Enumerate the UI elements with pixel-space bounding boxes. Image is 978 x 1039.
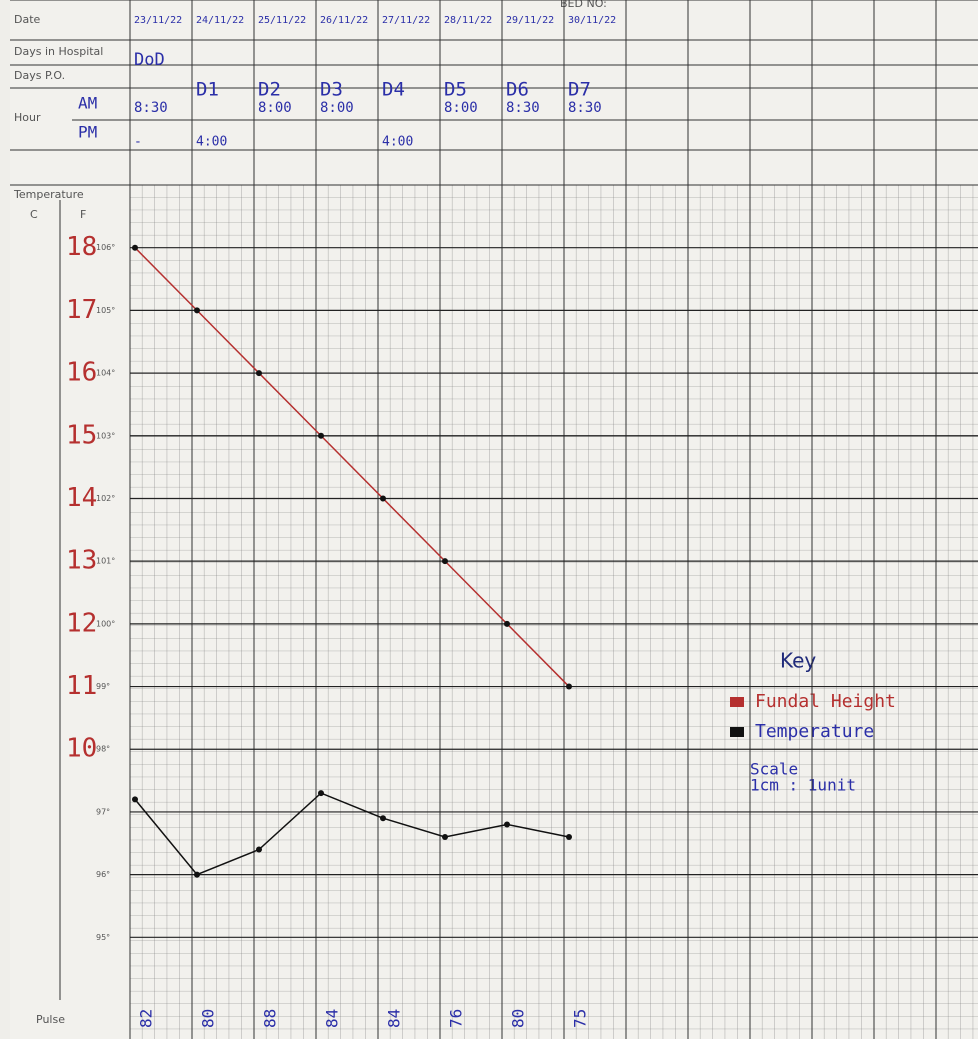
pm-label: PM [78,123,97,142]
dates: 25/11/22 [258,15,306,26]
data-point [504,621,510,627]
am-times: 8:30 [506,100,540,116]
data-point [318,433,324,439]
am-label: AM [78,94,97,113]
scale-value: 1cm : 1unit [750,776,856,795]
am-times: 8:00 [444,100,478,116]
row-label: Date [14,13,41,26]
bed-no: BED NO: [560,0,607,10]
pulse-value: 82 [137,1009,156,1028]
pulse-value: 84 [385,1009,404,1028]
y-tick-label: 16 [66,358,97,388]
data-point [504,821,510,827]
y-tick-label: 13 [66,546,97,576]
data-point [132,796,138,802]
y2-tick-label: 105° [96,306,115,315]
y-tick-label: 17 [66,295,97,325]
data-point [132,245,138,251]
dates: 30/11/22 [568,15,616,26]
pulse-value: 75 [571,1009,590,1028]
y2-tick-label: 98° [96,745,110,754]
am-times: 8:30 [568,100,602,116]
y-axis-title: Temperature [13,188,84,201]
minor-grid [130,185,978,1039]
dates: 28/11/22 [444,15,492,26]
y2-tick-label: 95° [96,933,110,942]
legend-swatch [730,697,744,707]
am-times: 8:00 [258,100,292,116]
pulse-value: 76 [447,1009,466,1028]
dates: 26/11/22 [320,15,368,26]
y-tick-label: 10 [66,734,97,764]
data-point [566,834,572,840]
days-po: D1 [196,79,219,101]
row-label: Hour [14,111,41,124]
days-po: D4 [382,79,405,101]
pulse-value: 80 [509,1009,528,1028]
c-label: C [30,208,38,221]
y-tick-label: 15 [66,420,97,450]
days-po: D7 [568,79,591,101]
f-label: F [80,208,86,221]
y2-tick-label: 102° [96,494,115,503]
row-label: Days P.O. [14,69,65,82]
y2-tick-label: 103° [96,431,115,440]
data-point [194,307,200,313]
pm-times: - [134,135,142,150]
y2-tick-label: 100° [96,619,115,628]
legend-label: Fundal Height [755,691,896,712]
days-po: D5 [444,79,467,101]
page: BED NO: Key Scale 1cm : 1unit Fundal Hei… [0,0,978,1039]
y2-tick-label: 104° [96,369,115,378]
data-point [256,847,262,853]
data-point [442,558,448,564]
legend-label: Temperature [755,721,874,742]
days-po: D3 [320,79,343,101]
pm-times: 4:00 [196,135,227,150]
y2-tick-label: 99° [96,682,110,691]
y-tick-label: 11 [66,671,97,701]
y-tick-label: 12 [66,608,97,638]
am-times: 8:30 [134,100,168,116]
data-point [318,790,324,796]
legend-swatch [730,727,744,737]
pulse-label: Pulse [36,1013,65,1026]
chart: BED NO: Key Scale 1cm : 1unit Fundal Hei… [0,0,978,1039]
y2-tick-label: 96° [96,870,110,879]
data-point [442,834,448,840]
y2-tick-label: 101° [96,557,115,566]
pulse-value: 88 [261,1009,280,1028]
days-in-hospital: DoD [134,50,165,70]
data-point [380,815,386,821]
legend-title: Key [780,649,816,673]
y-tick-label: 14 [66,483,97,513]
dates: 29/11/22 [506,15,554,26]
data-point [194,872,200,878]
days-po: D2 [258,79,281,101]
y2-tick-label: 97° [96,807,110,816]
pm-times: 4:00 [382,135,413,150]
pulse-value: 84 [323,1009,342,1028]
data-point [566,684,572,690]
dates: 23/11/22 [134,15,182,26]
pulse-value: 80 [199,1009,218,1028]
y2-tick-label: 106° [96,243,115,252]
days-po: D6 [506,79,529,101]
dates: 27/11/22 [382,15,430,26]
dates: 24/11/22 [196,15,244,26]
data-point [256,370,262,376]
row-label: Days in Hospital [14,45,103,58]
am-times: 8:00 [320,100,354,116]
data-point [380,495,386,501]
y-tick-label: 18 [66,232,97,262]
